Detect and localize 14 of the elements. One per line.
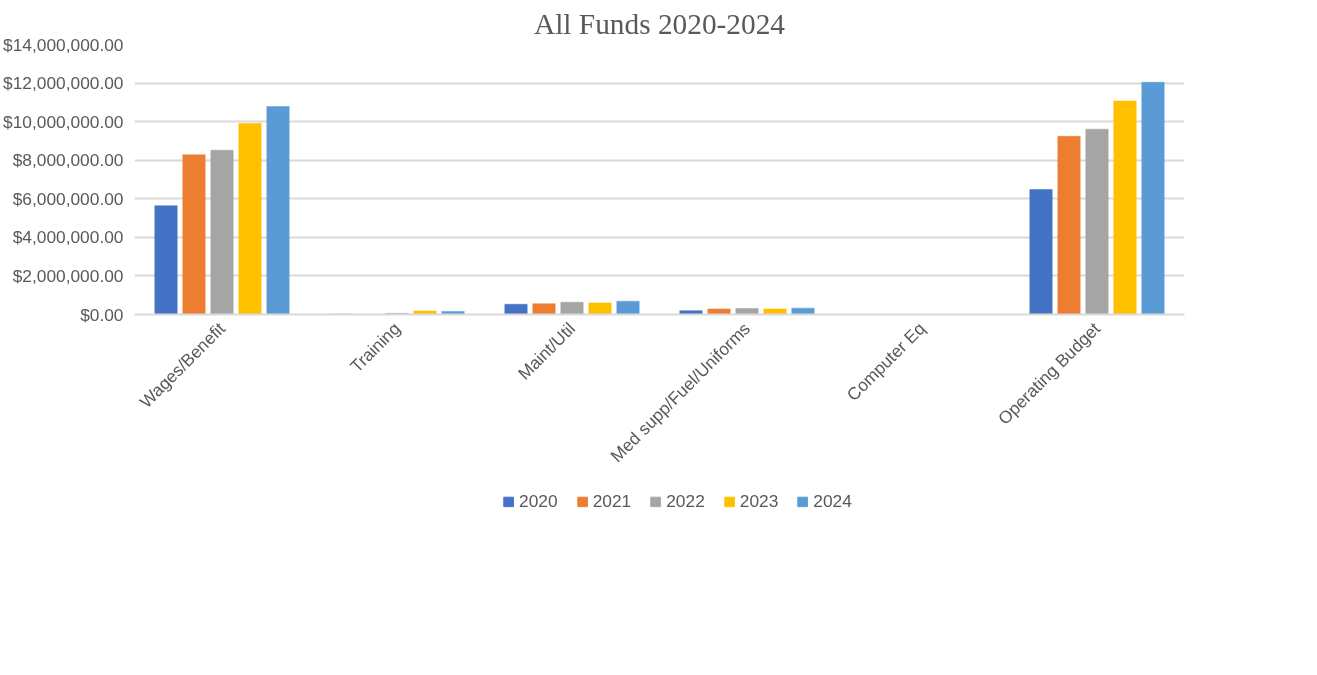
legend-label: 2023 (739, 490, 779, 512)
y-tick-label: $4,000,000.00 (12, 227, 124, 248)
y-tick-label: $0.00 (80, 304, 124, 325)
legend-label: 2021 (592, 490, 632, 512)
legend-label: 2022 (666, 490, 705, 512)
legend-label: 2024 (813, 490, 852, 512)
y-tick-label: $6,000,000.00 (12, 188, 124, 209)
y-tick-label: $14,000,000.00 (3, 34, 124, 55)
y-tick-label: $12,000,000.00 (3, 73, 124, 94)
y-tick-label: $8,000,000.00 (12, 150, 124, 171)
legend-label: 2020 (519, 490, 558, 512)
y-tick-label: $10,000,000.00 (3, 111, 124, 132)
y-tick-label: $2,000,000.00 (12, 265, 124, 286)
chart-title: All Funds 2020-2024 (534, 7, 786, 40)
